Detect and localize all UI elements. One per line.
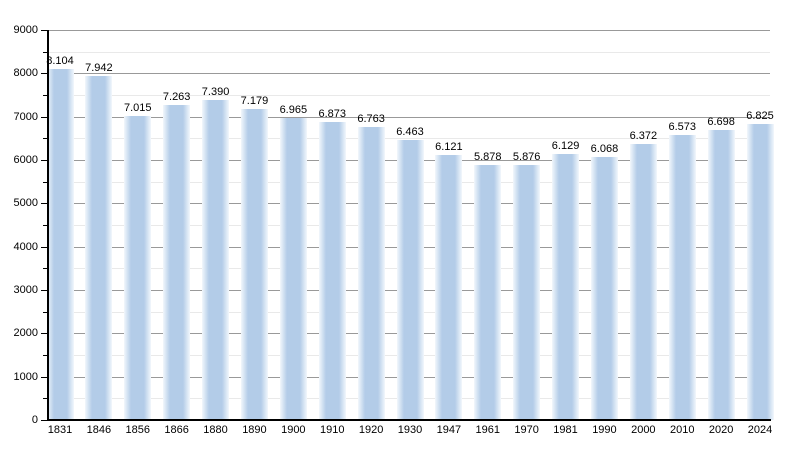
bar-1890 [240, 108, 268, 420]
y-axis-tick [43, 225, 48, 226]
y-axis-tick-label: 8000 [13, 67, 38, 80]
x-axis-label-1846: 1846 [86, 424, 112, 436]
x-axis-label-1856: 1856 [125, 424, 150, 436]
value-label-1880: 7.390 [201, 85, 230, 98]
y-axis-tick-label: 0 [31, 414, 38, 426]
value-label-1920: 6.763 [357, 112, 385, 125]
minor-gridline [48, 95, 770, 96]
y-axis-tick-label: 5000 [13, 197, 38, 210]
x-axis-line [47, 419, 771, 421]
y-axis-tick [43, 268, 48, 270]
value-label-1900: 6.965 [279, 104, 308, 117]
x-axis-label-1866: 1866 [164, 424, 189, 436]
bar-1920 [357, 126, 385, 420]
value-label-1961: 5.878 [474, 151, 502, 164]
x-axis-label-1947: 1947 [436, 424, 462, 436]
y-axis-tick [41, 203, 48, 205]
value-label-1831: 8.104 [46, 54, 74, 67]
value-label-2020: 6.698 [707, 115, 735, 128]
minor-gridline [48, 138, 770, 140]
bar-2000 [629, 143, 657, 420]
y-axis-tick [43, 398, 48, 400]
value-label-2010: 6.573 [668, 121, 696, 134]
major-gridline [48, 30, 770, 31]
x-axis-label-1910: 1910 [319, 424, 345, 436]
x-axis-label-2000: 2000 [631, 424, 656, 436]
bar-1880 [202, 99, 230, 420]
bar-2024 [746, 124, 774, 420]
value-label-2024: 6.825 [746, 110, 774, 123]
value-label-1970: 5.876 [512, 151, 541, 164]
bar-1846 [85, 75, 113, 420]
bar-1981 [552, 154, 580, 420]
bar-1900 [279, 118, 307, 420]
x-axis-label-1900: 1900 [281, 424, 306, 436]
y-axis-tick-label: 1000 [13, 370, 38, 383]
value-label-2000: 6.372 [629, 129, 658, 142]
x-axis-label-1961: 1961 [475, 424, 500, 436]
y-axis-tick [41, 333, 48, 335]
value-label-1910: 6.873 [318, 108, 346, 121]
y-axis-tick-label: 6000 [13, 154, 38, 166]
y-axis-tick [41, 376, 48, 378]
value-label-1990: 6.068 [590, 143, 619, 156]
x-axis-label-2024: 2024 [747, 424, 773, 436]
value-label-1930: 6.463 [396, 125, 424, 138]
y-axis-tick [43, 138, 48, 140]
y-axis-tick [41, 160, 48, 161]
value-label-1856: 7.015 [124, 102, 152, 114]
bar-1866 [163, 105, 191, 420]
y-axis-tick [41, 246, 48, 248]
y-axis-tick [43, 95, 48, 96]
y-axis-tick-label: 9000 [13, 24, 38, 36]
bar-1856 [124, 116, 152, 420]
y-axis-tick-label: 3000 [13, 284, 38, 296]
x-axis-label-1880: 1880 [203, 424, 228, 436]
bar-1910 [318, 122, 346, 420]
bar-2010 [668, 135, 696, 420]
x-axis-label-1970: 1970 [514, 424, 539, 436]
major-gridline [48, 73, 770, 75]
x-axis-label-2020: 2020 [708, 424, 734, 436]
y-axis-tick [43, 355, 48, 356]
bar-1947 [435, 154, 463, 420]
x-axis-label-1831: 1831 [47, 424, 73, 436]
bar-1930 [396, 139, 424, 420]
x-axis-label-2010: 2010 [669, 424, 695, 436]
plot-area: 8.104 7.942 7.015 7.263 7.390 7.179 6.965 6.873… [46, 30, 774, 421]
x-axis-label-1920: 1920 [358, 424, 384, 436]
y-axis-line [47, 30, 49, 420]
bar-1970 [513, 165, 541, 420]
y-axis-tick [43, 51, 48, 53]
y-axis-tick [41, 30, 48, 31]
major-gridline [48, 116, 770, 118]
x-axis-label-1990: 1990 [592, 424, 617, 436]
y-axis-tick [41, 290, 48, 291]
bar-1961 [474, 165, 502, 420]
value-label-1846: 7.942 [85, 61, 113, 74]
value-label-1866: 7.263 [162, 91, 191, 104]
y-axis-tick [41, 420, 48, 421]
bar-1990 [590, 157, 618, 420]
y-axis-tick-label: 7000 [13, 110, 38, 123]
x-axis-label-1930: 1930 [397, 424, 423, 436]
y-axis-tick-label: 4000 [13, 240, 38, 253]
x-axis-label-1981: 1981 [553, 424, 578, 436]
bar-1831 [46, 68, 74, 420]
y-axis-tick [41, 73, 48, 75]
y-axis-tick-label: 2000 [13, 327, 38, 340]
value-label-1890: 7.179 [240, 94, 269, 107]
value-label-1981: 6.129 [551, 140, 580, 153]
x-axis-label-1890: 1890 [242, 424, 267, 436]
bar-2020 [707, 129, 735, 420]
value-label-1947: 6.121 [435, 140, 463, 153]
minor-gridline [48, 51, 770, 53]
y-axis-tick [43, 311, 48, 313]
y-axis-tick [43, 181, 48, 183]
y-axis-tick [41, 116, 48, 118]
